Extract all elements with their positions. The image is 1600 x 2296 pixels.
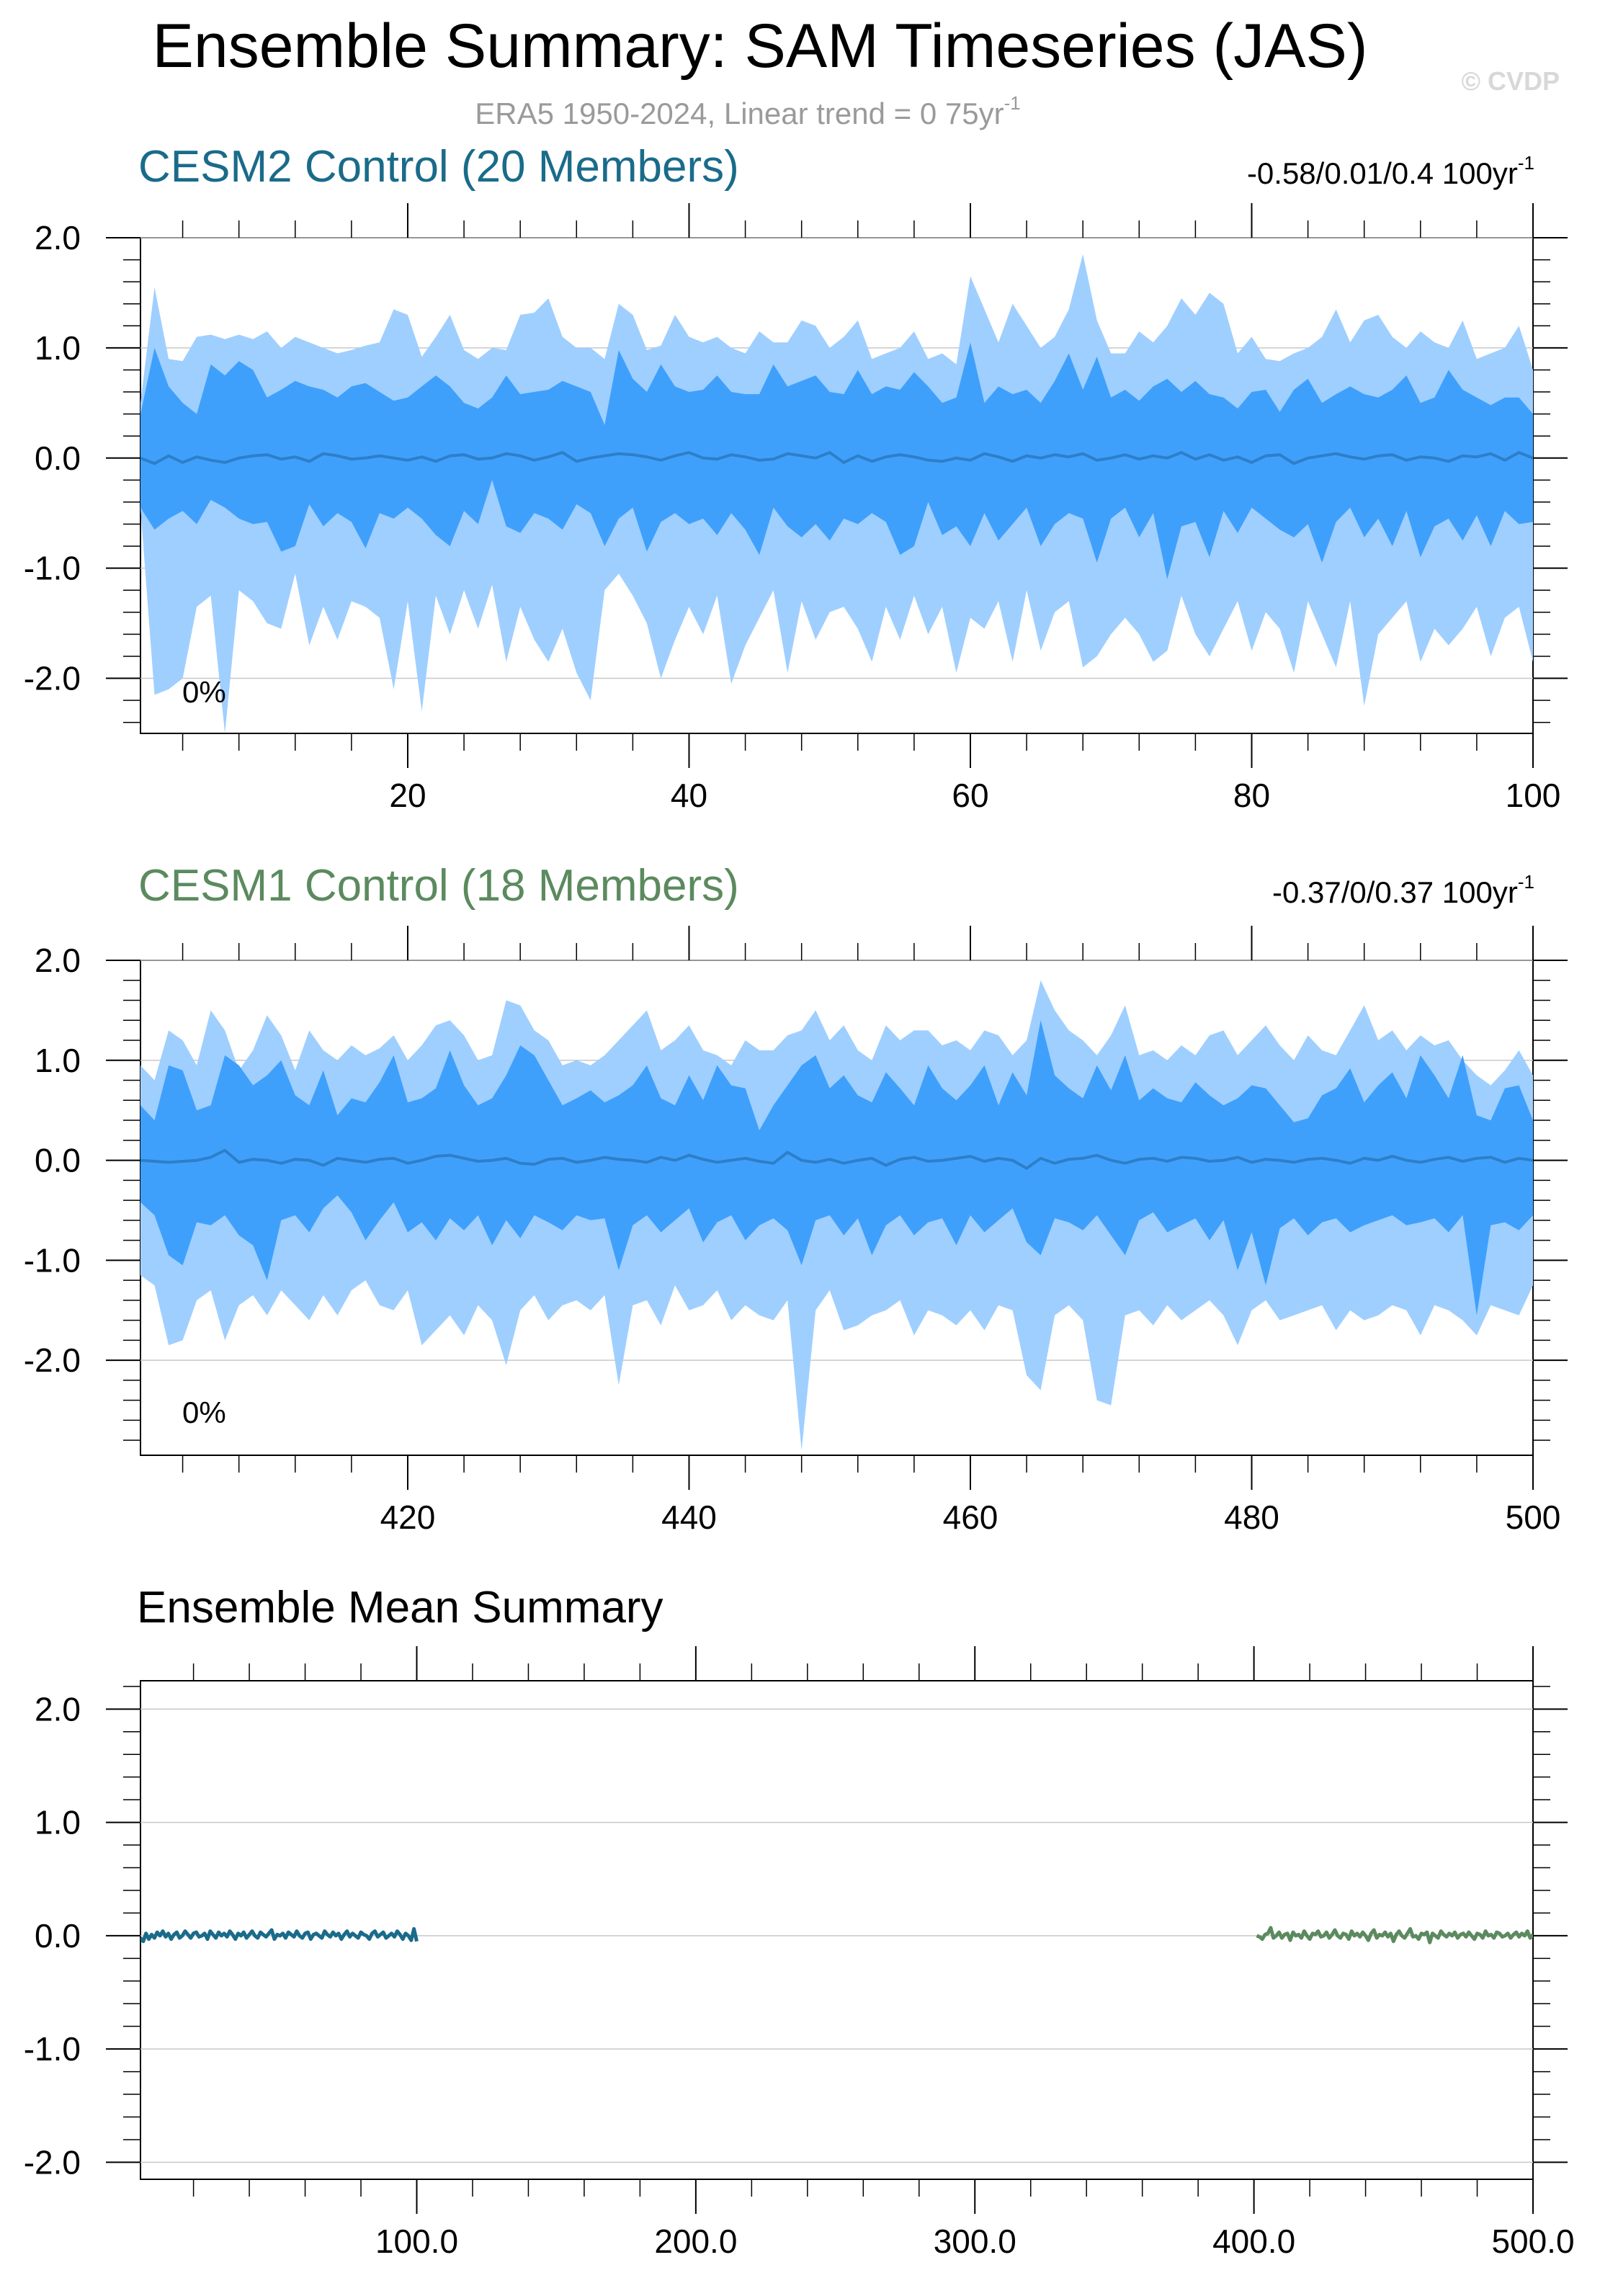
panel-ensemble-mean-xtick-label: 500.0 bbox=[1491, 2223, 1574, 2260]
panel-cesm1-trend-sup: -1 bbox=[1518, 871, 1534, 893]
watermark: © CVDP bbox=[1461, 66, 1560, 96]
panel-ensemble-mean-xtick-label: 400.0 bbox=[1212, 2223, 1295, 2260]
panel-cesm1: CESM1 Control (18 Members) -0.37/0/0.37 … bbox=[24, 861, 1568, 1536]
panel-cesm2-plot-area bbox=[140, 254, 1533, 733]
panel-cesm2-percent: 0% bbox=[182, 675, 226, 709]
page-subtitle-text: ERA5 1950-2024, Linear trend = 0 75yr bbox=[475, 97, 1004, 130]
panel-cesm2-band-p10-p90 bbox=[140, 342, 1533, 579]
panel-ensemble-mean-ytick-label: 1.0 bbox=[35, 1804, 81, 1841]
panel-cesm2-ytick-label: 0.0 bbox=[35, 439, 81, 477]
panel-cesm2-trend-sup: -1 bbox=[1518, 152, 1534, 174]
panel-cesm1-plot: 2.0 1.0 0.0 -1.0 -2.0 420 440 460 480 500 bbox=[24, 926, 1568, 1536]
panel-cesm2-trend-text: -0.58/0.01/0.4 100yr bbox=[1247, 156, 1518, 190]
panel-ensemble-mean-ytick-label: -1.0 bbox=[24, 2030, 81, 2068]
panel-cesm1-trend-text: -0.37/0/0.37 100yr bbox=[1272, 875, 1518, 909]
panel-ensemble-mean-plot-area bbox=[140, 1926, 1533, 1944]
page-subtitle-sup: -1 bbox=[1004, 92, 1021, 114]
panel-cesm1-mean-line bbox=[140, 1148, 1533, 1171]
panel-cesm2-plot: 2.0 1.0 0.0 -1.0 -2.0 20 40 60 80 100 bbox=[24, 203, 1568, 814]
panel-cesm1-title: CESM1 Control (18 Members) bbox=[138, 861, 739, 911]
panel-cesm2: CESM2 Control (20 Members) -0.58/0.01/0.… bbox=[24, 142, 1568, 814]
panel-cesm1-xtick-label: 460 bbox=[943, 1498, 998, 1536]
panel-cesm1-trend: -0.37/0/0.37 100yr-1 bbox=[1272, 871, 1534, 909]
panel-cesm1-xtick-label: 500 bbox=[1506, 1498, 1561, 1536]
panel-ensemble-mean-xtick-label: 300.0 bbox=[934, 2223, 1016, 2260]
panel-cesm1-band-p10-p90 bbox=[140, 1020, 1533, 1315]
panel-cesm1-xtick-label: 480 bbox=[1224, 1498, 1279, 1536]
panel-ensemble-mean-cesm1-control-line bbox=[1256, 1926, 1533, 1944]
panel-ensemble-mean-frame bbox=[140, 1680, 1534, 2180]
panel-cesm2-title: CESM2 Control (20 Members) bbox=[138, 142, 739, 192]
panel-cesm1-xtick-label: 420 bbox=[380, 1498, 436, 1536]
panel-cesm2-trend: -0.58/0.01/0.4 100yr-1 bbox=[1247, 152, 1534, 190]
panel-cesm1-ytick-label: 0.0 bbox=[35, 1142, 81, 1179]
panel-cesm2-xtick-label: 60 bbox=[952, 777, 988, 814]
page-title: Ensemble Summary: SAM Timeseries (JAS) bbox=[153, 12, 1368, 81]
page-subtitle: ERA5 1950-2024, Linear trend = 0 75yr-1 bbox=[475, 92, 1020, 130]
panel-cesm1-ytick-label: 2.0 bbox=[35, 942, 81, 979]
panel-cesm2-ytick-label: -1.0 bbox=[24, 550, 81, 587]
panel-cesm2-ytick-label: 1.0 bbox=[35, 329, 81, 367]
panel-ensemble-mean: Ensemble Mean Summary 2.0 1.0 0.0 -1.0 -2.0 1… bbox=[24, 1583, 1575, 2260]
panel-cesm2-xtick-label: 20 bbox=[389, 777, 426, 814]
panel-ensemble-mean-ytick-label: 0.0 bbox=[35, 1917, 81, 1955]
panel-cesm1-ytick-label: -1.0 bbox=[24, 1241, 81, 1279]
panel-cesm2-mean-line bbox=[140, 450, 1533, 465]
panel-ensemble-mean-xtick-label: 200.0 bbox=[654, 2223, 737, 2260]
panel-ensemble-mean-title: Ensemble Mean Summary bbox=[137, 1583, 663, 1632]
panel-cesm2-xtick-label: 100 bbox=[1506, 777, 1561, 814]
panel-cesm2-ytick-label: -2.0 bbox=[24, 660, 81, 697]
panel-cesm2-xtick-label: 40 bbox=[671, 777, 707, 814]
panel-cesm1-ytick-label: -2.0 bbox=[24, 1341, 81, 1379]
panel-cesm2-ytick-label: 2.0 bbox=[35, 219, 81, 256]
panel-cesm1-ytick-label: 1.0 bbox=[35, 1042, 81, 1079]
panel-ensemble-mean-plot: 2.0 1.0 0.0 -1.0 -2.0 100.0 200.0 300.0 400.0 500… bbox=[24, 1646, 1575, 2260]
panel-cesm2-xtick-label: 80 bbox=[1233, 777, 1270, 814]
panel-ensemble-mean-ytick-label: 2.0 bbox=[35, 1690, 81, 1728]
panel-ensemble-mean-cesm2-control-line bbox=[140, 1926, 419, 1944]
panel-cesm1-percent: 0% bbox=[182, 1395, 226, 1429]
panel-ensemble-mean-xtick-label: 100.0 bbox=[375, 2223, 458, 2260]
panel-cesm1-xtick-label: 440 bbox=[661, 1498, 717, 1536]
panel-ensemble-mean-ytick-label: -2.0 bbox=[24, 2143, 81, 2181]
panel-cesm1-plot-area bbox=[140, 980, 1533, 1451]
